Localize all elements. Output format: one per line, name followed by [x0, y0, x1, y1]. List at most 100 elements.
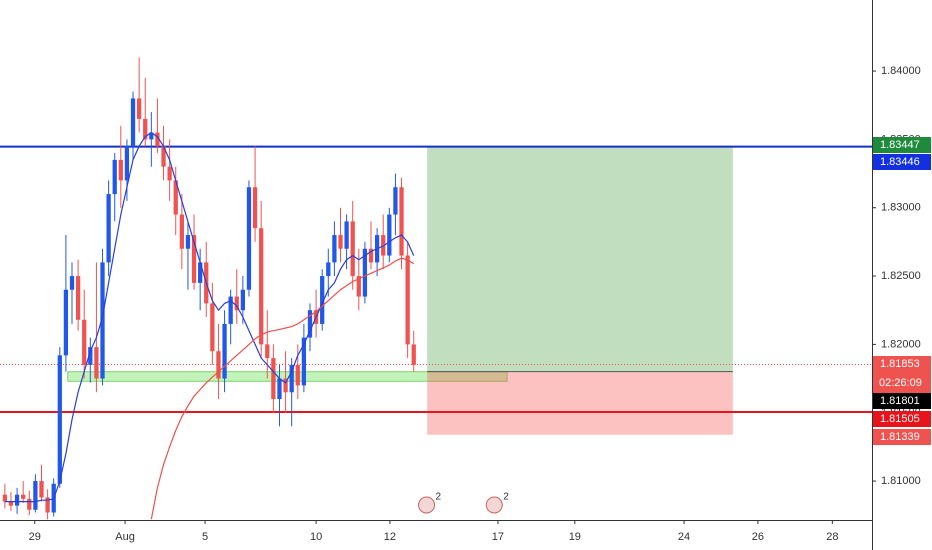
candle-body — [45, 497, 50, 513]
candle-body — [222, 323, 227, 379]
candle-body — [173, 180, 178, 215]
x-tick-label: 17 — [492, 531, 504, 543]
candle-body — [252, 187, 258, 229]
candle-body — [14, 494, 20, 506]
candle-body — [39, 481, 44, 498]
candle-body — [118, 159, 123, 181]
candle-body — [326, 262, 331, 277]
y-tick-label: 1.83000 — [881, 202, 921, 214]
candle-body — [320, 276, 325, 324]
candle-body — [216, 351, 221, 379]
candle-body — [63, 289, 69, 356]
y-tick-label: 1.81000 — [881, 475, 921, 487]
candle-body — [350, 221, 355, 277]
candle-body — [124, 146, 130, 181]
x-tick-label: 5 — [202, 531, 208, 543]
candle-body — [411, 344, 416, 365]
candle-body — [344, 221, 349, 249]
candle-body — [82, 319, 87, 365]
countdown-bg — [873, 372, 931, 394]
price-label-bg — [873, 429, 931, 445]
candle-body — [155, 132, 160, 147]
candle-body — [198, 262, 203, 283]
price-label: 1.81801 — [880, 395, 920, 407]
y-tick-label: 1.82500 — [881, 270, 921, 282]
x-tick-label: 12 — [384, 531, 396, 543]
candle-body — [362, 248, 368, 297]
candle-body — [88, 347, 93, 365]
candle-body — [240, 289, 246, 311]
candle-body — [405, 255, 410, 345]
y-tick-label: 1.82000 — [881, 338, 921, 350]
x-tick-label: 24 — [678, 531, 690, 543]
candle-body — [259, 228, 264, 345]
profit-zone — [427, 146, 733, 372]
candle-body — [289, 364, 294, 393]
x-tick-label: Aug — [115, 531, 135, 543]
price-label-bg — [873, 356, 931, 372]
price-label-bg — [873, 393, 931, 409]
price-label-bg — [873, 154, 931, 170]
candle-body — [368, 248, 374, 263]
candle-body — [210, 303, 215, 352]
price-label: 1.81505 — [880, 413, 920, 425]
candle-body — [234, 296, 239, 311]
candle-body — [100, 262, 105, 379]
price-label: 1.81339 — [880, 431, 920, 443]
candle-body — [161, 146, 166, 167]
x-tick-label: 10 — [310, 531, 322, 543]
candle-body — [94, 347, 99, 379]
event-icon — [418, 496, 436, 514]
y-tick-label: 1.84000 — [881, 65, 921, 77]
candle-body — [295, 364, 300, 386]
candle-body — [191, 235, 197, 283]
x-tick-label: 26 — [752, 531, 764, 543]
candle-body — [57, 355, 62, 484]
price-label: 1.83446 — [880, 156, 920, 168]
moving-average — [150, 257, 415, 520]
price-label-bg — [873, 137, 931, 153]
candle-body — [75, 276, 81, 320]
x-tick-label: 19 — [569, 531, 581, 543]
candle-body — [130, 98, 136, 147]
price-label: 1.83447 — [880, 139, 920, 151]
candle-body — [2, 494, 8, 502]
candle-body — [106, 194, 111, 263]
candle-body — [8, 501, 14, 506]
candle-body — [179, 214, 184, 249]
candle-body — [271, 358, 276, 400]
price-label-bg — [873, 411, 931, 427]
countdown: 02:26:09 — [879, 377, 922, 389]
candle-body — [393, 187, 398, 215]
candle-body — [33, 481, 38, 510]
candle-body — [246, 187, 252, 290]
x-axis-bg — [0, 520, 872, 550]
y-axis-bg — [872, 0, 932, 550]
candle-body — [69, 276, 75, 290]
candle-body — [332, 235, 337, 263]
moving-average — [4, 131, 415, 503]
candle-body — [265, 344, 270, 359]
candle-body — [167, 166, 172, 181]
candle-body — [228, 296, 233, 324]
loss-zone — [427, 371, 733, 435]
candle-body — [301, 337, 307, 386]
candle-body — [356, 276, 361, 297]
candle-body — [399, 187, 404, 256]
candle-body — [149, 132, 154, 140]
candle-body — [283, 378, 288, 393]
candle-body — [307, 310, 313, 338]
candle-body — [136, 98, 142, 119]
candle-body — [143, 118, 148, 140]
event-count: 2 — [503, 492, 509, 503]
candle-body — [185, 235, 191, 249]
candle-body — [338, 235, 343, 249]
candle-body — [27, 498, 32, 510]
event-icon — [485, 496, 503, 514]
x-tick-label: 29 — [29, 531, 41, 543]
event-count: 2 — [436, 492, 442, 503]
candle-body — [112, 159, 117, 195]
candle-body — [21, 494, 26, 499]
